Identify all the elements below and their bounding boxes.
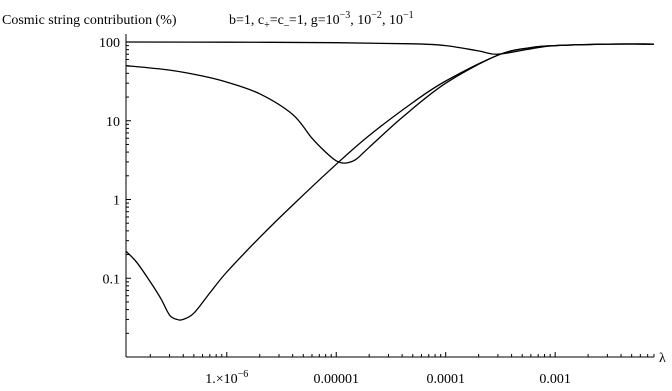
series-line-3	[125, 43, 655, 321]
x-tick-label: 1.×10−6	[205, 369, 248, 387]
annotation-part: , 10	[350, 13, 371, 28]
annotation-part: b=1, c	[229, 13, 264, 28]
y-tick-label: 1	[113, 194, 120, 209]
y-tick-label: 100	[99, 36, 120, 51]
x-ticks: 1.×10−6 0.00001 0.0001 0.001	[149, 352, 655, 387]
x-tick-label: 0.0001	[426, 372, 465, 387]
series-group	[125, 41, 655, 321]
x-tick-label: 0.00001	[313, 372, 359, 387]
annotation-part: =1, g=10	[289, 13, 340, 28]
annotation-part: =c	[270, 13, 284, 28]
x-axis-title: λ	[659, 351, 666, 366]
y-axis-title: Cosmic string contribution (%)	[2, 13, 177, 28]
y-tick-label: 10	[106, 115, 120, 130]
annotation-part: , 10	[382, 13, 403, 28]
annotation-part: +	[264, 20, 270, 31]
y-tick-label: 0.1	[103, 272, 121, 287]
annotation-part: −2	[371, 10, 382, 21]
annotation-part: −3	[340, 10, 351, 21]
parameter-annotation: b=1, c+=c–=1, g=10−3, 10−2, 10−1	[229, 10, 414, 31]
x-tick-label: 0.001	[539, 372, 571, 387]
annotation-part: −1	[403, 10, 414, 21]
series-line-1	[125, 41, 655, 55]
series-line-2	[125, 43, 655, 164]
annotation-part: –	[283, 20, 290, 31]
